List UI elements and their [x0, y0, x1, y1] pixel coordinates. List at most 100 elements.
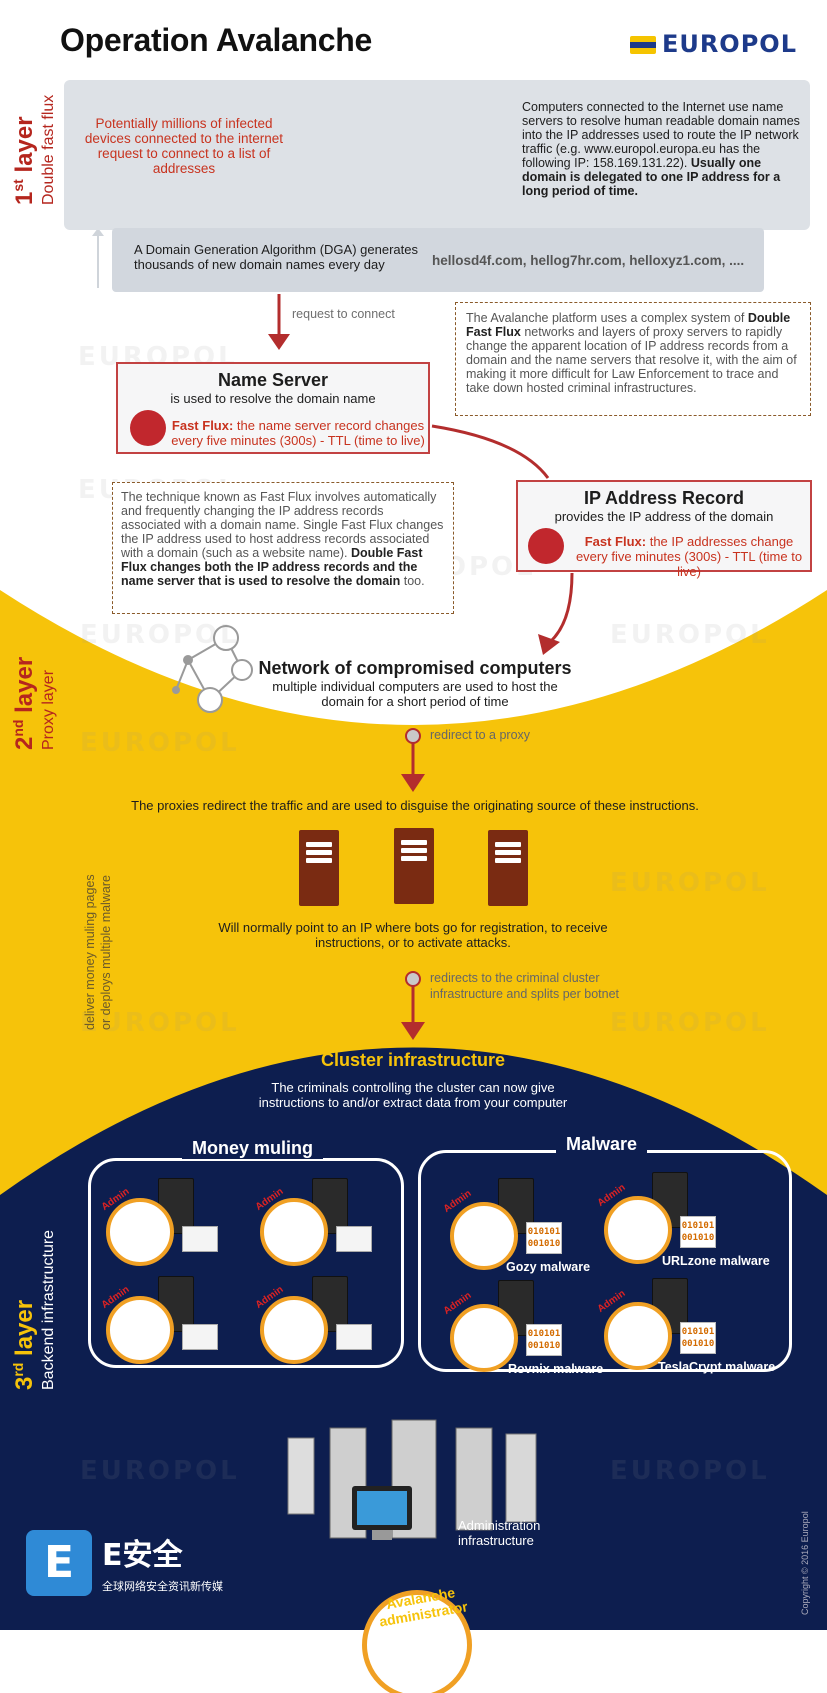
admin-avatar — [260, 1198, 328, 1266]
admin-avatar — [604, 1196, 672, 1264]
binary-code-icon: 010101 001010 — [680, 1322, 716, 1354]
browser-window-icon — [182, 1324, 218, 1350]
europol-flag-icon — [629, 36, 656, 54]
arrow-proxy-head — [401, 774, 425, 792]
malware-station: 010101 001010 Admin Rovnix malware — [442, 1280, 610, 1380]
redirects-label-line-2: infrastructure and splits per botnet — [430, 987, 619, 1002]
browser-window-icon — [336, 1226, 372, 1252]
admin-infra-label: Administration infrastructure — [458, 1518, 541, 1548]
admin-station: Admin — [100, 1178, 226, 1268]
request-label: request to connect — [292, 307, 395, 321]
ff-text: the name server record changes every fiv… — [171, 418, 425, 448]
network-nodes-icon — [172, 625, 253, 713]
ip-record-title: IP Address Record — [583, 488, 745, 508]
layer-3-word: layer — [11, 1299, 38, 1356]
platform-note-bold: Double Fast Flux — [466, 311, 791, 339]
platform-note-t2: networks and layers of proxy servers to … — [466, 325, 797, 395]
name-server-box: Name Server is used to resolve the domai… — [116, 362, 430, 454]
name-server-title: Name Server — [217, 370, 329, 390]
layer-1-name: Double fast flux — [40, 94, 57, 205]
network-title: Network of compromised computers — [258, 658, 572, 678]
dga-up-head — [92, 228, 104, 236]
server-tower-icon — [158, 1178, 194, 1234]
admin-avatar — [450, 1202, 518, 1270]
bots-text: Will normally point to an IP where bots … — [218, 920, 608, 950]
copyright: Copyright © 2016 Europol — [800, 1511, 810, 1615]
proxy-server-icon — [488, 830, 528, 906]
admin-avatar — [450, 1304, 518, 1372]
fast-flux-note-bold: Double Fast Flux changes both the IP add… — [121, 546, 423, 588]
malware-station: 010101 001010 Admin TeslaCrypt malware — [596, 1278, 794, 1378]
dga-text: A Domain Generation Algorithm (DGA) gene… — [134, 242, 418, 272]
ip-record-box: IP Address Record provides the IP addres… — [516, 480, 812, 579]
browser-window-icon — [336, 1324, 372, 1350]
ff-label: Fast Flux: — [171, 418, 234, 433]
network-subtitle: multiple individual computers are used t… — [272, 679, 558, 709]
network-block: Network of compromised computers multipl… — [250, 658, 580, 709]
arrow-cluster-head — [401, 1022, 425, 1040]
proxies-text: The proxies redirect the traffic and are… — [131, 798, 699, 813]
binary-code-icon: 010101 001010 — [526, 1222, 562, 1254]
admin-station: Admin — [254, 1178, 380, 1268]
binary-code-icon: 010101 001010 — [526, 1324, 562, 1356]
admin-station: Admin — [100, 1276, 226, 1366]
layer-2-name: Proxy layer — [40, 669, 57, 750]
layer-3-label: 3rd layer Backend infrastructure — [10, 1230, 60, 1390]
malware-name: TeslaCrypt malware — [658, 1360, 776, 1374]
binary-code-icon: 010101 001010 — [680, 1216, 716, 1248]
admin-station: Admin — [254, 1276, 380, 1366]
ip-record-subtitle: provides the IP address of the domain — [554, 509, 774, 524]
europol-logo: EUROPOL — [629, 30, 797, 58]
page-title: Operation Avalanche — [60, 22, 373, 58]
dga-domains: hellosd4f.com, hellog7hr.com, helloxyz1.… — [432, 253, 745, 268]
name-server-subtitle: is used to resolve the domain name — [170, 391, 376, 406]
layer-2-num: 2 — [11, 736, 38, 750]
layer-3-num: 3 — [11, 1376, 38, 1390]
arrow-proxy-dot — [405, 728, 421, 744]
platform-note: The Avalanche platform uses a complex sy… — [455, 302, 811, 416]
admin-avatar — [106, 1198, 174, 1266]
cluster-title: Cluster infrastructure — [320, 1050, 506, 1070]
malware-station: 010101 001010 Admin Gozy malware — [442, 1178, 610, 1278]
layer-3-sup: rd — [10, 1362, 26, 1377]
dga-panel — [112, 228, 764, 292]
name-server-fast-flux: Fast Flux: the name server record change… — [170, 418, 426, 448]
layer-1-num: 1 — [11, 191, 38, 205]
layer-2-label: 2nd layer Proxy layer — [10, 657, 60, 750]
esafe-title: E安全 — [102, 1538, 183, 1573]
ff-label: Fast Flux: — [584, 534, 647, 549]
arrow-ns-to-ip — [431, 424, 550, 479]
logo-text: EUROPOL — [661, 30, 797, 58]
arrow-request-head — [268, 334, 290, 350]
layer-1-panel — [64, 80, 810, 230]
layer-1-sup: st — [10, 179, 26, 192]
esafe-tagline: 全球网络安全资讯新传媒 — [102, 1580, 223, 1593]
redirects-label-line-1: redirects to the criminal cluster — [430, 971, 600, 985]
malware-name: URLzone malware — [662, 1254, 770, 1268]
avalanche-admin-avatar — [362, 1590, 472, 1693]
arrow-ip-to-network — [550, 572, 574, 642]
infected-devices-text: Potentially millions of infected devices… — [84, 116, 284, 176]
arrow-ip-to-network-head — [538, 634, 560, 655]
admin-avatar — [260, 1296, 328, 1364]
fast-flux-note: The technique known as Fast Flux involve… — [112, 482, 454, 614]
dns-explanation: Computers connected to the Internet use … — [522, 100, 800, 198]
layer-1-label: 1st layer Double fast flux — [10, 95, 60, 205]
admin-avatar — [106, 1296, 174, 1364]
malware-label: Malware — [556, 1134, 648, 1155]
fast-flux-wave-icon — [528, 528, 564, 564]
admin-avatar — [604, 1302, 672, 1370]
admin-infrastructure-icon — [287, 1419, 537, 1540]
redirects-label: redirects to the criminal cluster infras… — [430, 970, 619, 1003]
money-muling-label: Money muling — [182, 1138, 323, 1159]
layer-1-word: layer — [11, 116, 38, 173]
platform-note-t1: The Avalanche platform uses a complex sy… — [466, 311, 748, 325]
dns-text-bold: Usually one domain is delegated to one I… — [522, 156, 781, 198]
ff-text: the IP addresses change every five minut… — [575, 534, 803, 579]
fast-flux-wave-icon — [130, 410, 166, 446]
cluster-subtitle: The criminals controlling the cluster ca… — [258, 1080, 568, 1110]
fast-flux-note-t2: too. — [400, 574, 425, 588]
proxy-server-icon — [299, 830, 339, 906]
ip-record-fast-flux: Fast Flux: the IP addresses change every… — [568, 534, 810, 579]
